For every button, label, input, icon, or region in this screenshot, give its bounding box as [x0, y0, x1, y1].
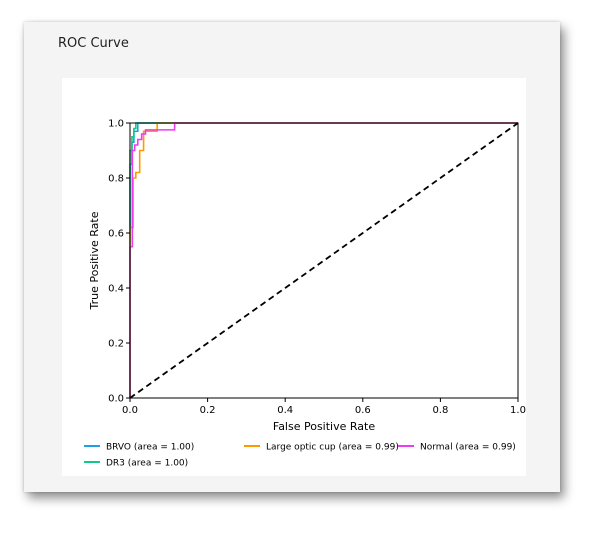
ticks-layer: 0.0 0.2 0.4 0.6 0.8 1.0 0.0 0.2 0.4 0.6 0.8 1.0 [108, 119, 526, 417]
roc-card: ROC Curve 0.0 0.2 0.4 0.6 0.8 1.0 0.0 0.2 0.4 0.6… [24, 22, 560, 492]
legend-label: DR3 (area = 1.00) [106, 459, 188, 469]
y-tick-label: 1.0 [108, 119, 124, 130]
legend-label: BRVO (area = 1.00) [106, 443, 194, 453]
y-tick-label: 0.2 [108, 339, 124, 350]
y-axis-label: True Positive Rate [88, 211, 101, 310]
axes-layer [129, 122, 519, 399]
x-tick-label: 0.4 [277, 405, 293, 416]
card-title: ROC Curve [58, 36, 129, 51]
y-tick-label: 0.0 [108, 394, 124, 405]
legend: BRVO (area = 1.00) Large optic cup (area … [84, 443, 516, 469]
x-tick-label: 0.6 [355, 405, 371, 416]
legend-label: Normal (area = 0.99) [420, 443, 516, 453]
legend-label: Large optic cup (area = 0.99) [266, 443, 399, 453]
x-tick-label: 1.0 [510, 405, 526, 416]
reference-diagonal-line [129, 122, 519, 399]
series-layer [129, 122, 519, 399]
roc-chart: 0.0 0.2 0.4 0.6 0.8 1.0 0.0 0.2 0.4 0.6 0.8 1.0 Fal… [84, 119, 526, 469]
series-line-1 [129, 122, 518, 398]
y-tick-label: 0.6 [108, 229, 124, 240]
x-tick-label: 0.0 [122, 405, 138, 416]
y-tick-label: 0.4 [108, 284, 124, 295]
plot-frame [129, 122, 519, 399]
y-tick-label: 0.8 [108, 174, 124, 185]
x-tick-label: 0.8 [432, 405, 448, 416]
series-line-3 [129, 122, 518, 398]
x-tick-label: 0.2 [200, 405, 216, 416]
plot-panel: 0.0 0.2 0.4 0.6 0.8 1.0 0.0 0.2 0.4 0.6 0.8 1.0 Fal… [62, 78, 526, 476]
x-axis-label: False Positive Rate [273, 420, 375, 433]
